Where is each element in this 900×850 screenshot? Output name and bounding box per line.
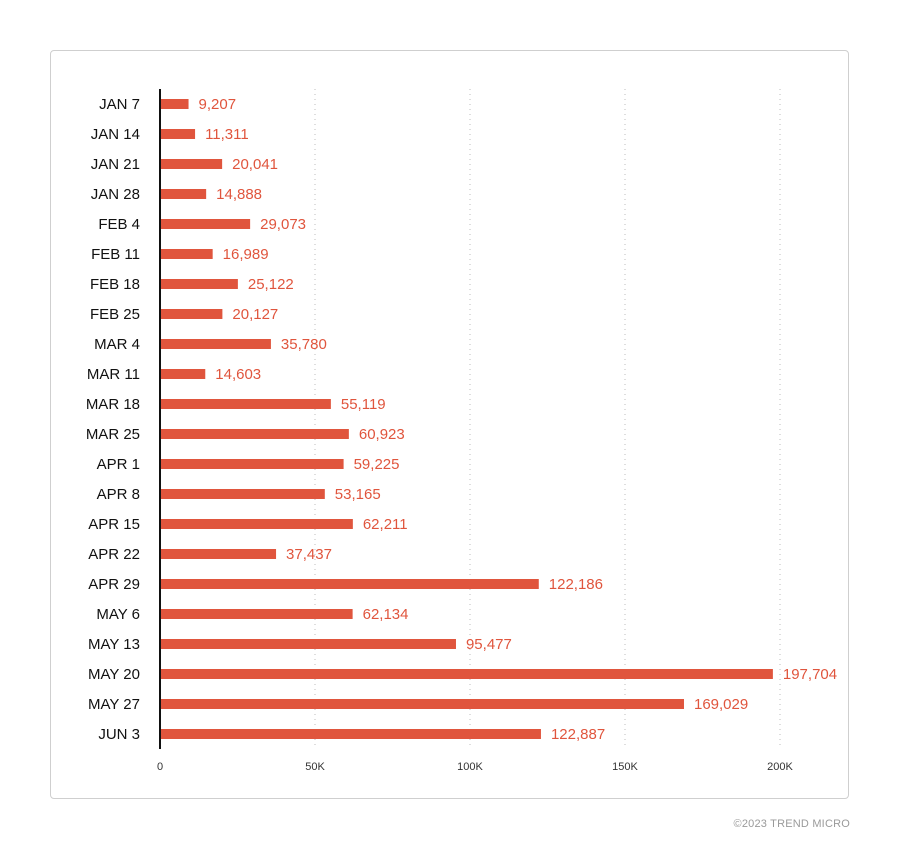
- category-label: MAR 25: [86, 426, 140, 443]
- category-label: JAN 28: [91, 186, 140, 203]
- category-label: MAR 18: [86, 396, 140, 413]
- bar: [160, 159, 223, 169]
- bar: [160, 99, 189, 109]
- bar: [160, 549, 277, 559]
- data-label: 35,780: [281, 336, 327, 353]
- data-label: 122,186: [549, 576, 603, 593]
- category-label: APR 8: [97, 486, 140, 503]
- bar: [160, 639, 456, 649]
- category-label: FEB 11: [91, 246, 140, 263]
- category-label: MAY 20: [88, 666, 140, 683]
- data-label: 16,989: [223, 246, 269, 263]
- bar: [160, 249, 213, 259]
- data-label: 14,888: [216, 186, 262, 203]
- data-label: 20,127: [232, 306, 278, 323]
- data-label: 62,134: [363, 606, 409, 623]
- category-label: JUN 3: [98, 726, 140, 743]
- data-label: 11,311: [205, 126, 249, 143]
- data-label: 37,437: [286, 546, 332, 563]
- bar: [160, 699, 684, 709]
- x-tick-label: 100K: [457, 761, 483, 773]
- x-tick-label: 150K: [612, 761, 638, 773]
- data-label: 53,165: [335, 486, 381, 503]
- data-label: 122,887: [551, 726, 605, 743]
- bar: [160, 279, 238, 289]
- copyright-text: ©2023 TREND MICRO: [733, 818, 850, 830]
- category-label: MAY 6: [96, 606, 140, 623]
- data-label: 197,704: [783, 666, 837, 683]
- bar: [160, 129, 196, 139]
- data-label: 169,029: [694, 696, 748, 713]
- category-label: APR 1: [97, 456, 140, 473]
- bar: [160, 399, 331, 409]
- bar: [160, 519, 353, 529]
- data-label: 95,477: [466, 636, 512, 653]
- data-label: 25,122: [248, 276, 294, 293]
- category-label: MAR 4: [94, 336, 140, 353]
- data-label: 29,073: [260, 216, 306, 233]
- bar: [160, 609, 353, 619]
- category-label: APR 29: [88, 576, 140, 593]
- bar: [160, 339, 271, 349]
- category-label: APR 15: [88, 516, 140, 533]
- data-label: 20,041: [232, 156, 278, 173]
- bar: [160, 189, 207, 199]
- category-label: FEB 18: [90, 276, 140, 293]
- category-label: MAY 27: [88, 696, 140, 713]
- data-label: 14,603: [215, 366, 261, 383]
- data-label: 55,119: [341, 396, 386, 413]
- category-label: APR 22: [88, 546, 140, 563]
- x-tick-label: 200K: [767, 761, 793, 773]
- bar: [160, 219, 251, 229]
- category-label: MAY 13: [88, 636, 140, 653]
- category-label: FEB 25: [90, 306, 140, 323]
- data-label: 9,207: [199, 96, 237, 113]
- data-label: 60,923: [359, 426, 405, 443]
- category-label: MAR 11: [87, 366, 140, 383]
- data-label: 62,211: [363, 516, 408, 533]
- bar: [160, 459, 344, 469]
- category-label: JAN 7: [99, 96, 140, 113]
- x-tick-label: 0: [157, 761, 163, 773]
- bar: [160, 579, 539, 589]
- bar: [160, 669, 773, 679]
- category-label: JAN 14: [91, 126, 140, 143]
- category-label: FEB 4: [98, 216, 140, 233]
- data-label: 59,225: [354, 456, 400, 473]
- bar: [160, 489, 325, 499]
- bar: [160, 429, 349, 439]
- bar: [160, 309, 223, 319]
- bar: [160, 369, 206, 379]
- category-label: JAN 21: [91, 156, 140, 173]
- bar: [160, 729, 541, 739]
- x-tick-label: 50K: [305, 761, 325, 773]
